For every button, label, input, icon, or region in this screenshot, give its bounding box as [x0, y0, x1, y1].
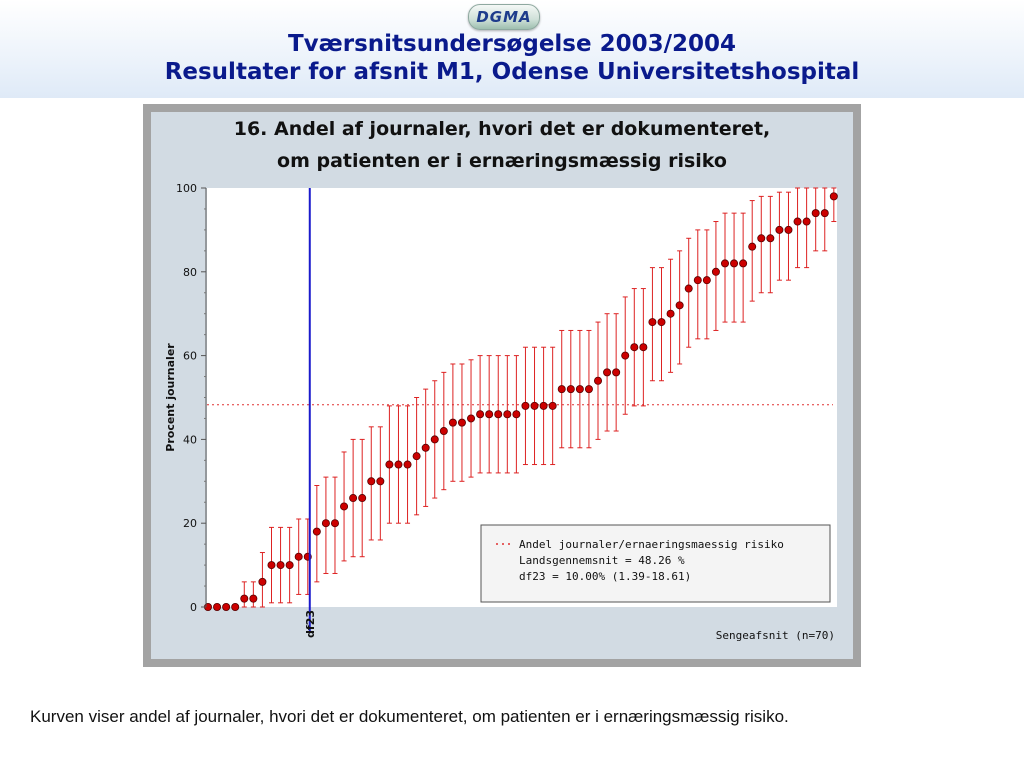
data-point: [358, 494, 367, 503]
data-point: [476, 410, 485, 419]
slide-header: DGMA Tværsnitsundersøgelse 2003/2004 Res…: [0, 0, 1024, 98]
y-tick-label: 0: [190, 601, 197, 614]
data-point: [385, 460, 394, 469]
data-point: [276, 561, 285, 570]
data-point: [784, 225, 793, 234]
data-point: [766, 234, 775, 243]
y-tick-label: 60: [183, 350, 197, 363]
slide-title-line2: Resultater for afsnit M1, Odense Univers…: [164, 59, 860, 85]
data-point: [748, 242, 757, 251]
logo-text: DGMA: [476, 8, 532, 26]
data-point: [376, 477, 385, 486]
data-point: [739, 259, 748, 268]
data-point: [530, 401, 539, 410]
x-axis-label: Sengeafsnit (n=70): [716, 629, 835, 642]
data-point: [321, 519, 330, 528]
data-point: [412, 452, 421, 461]
data-point: [367, 477, 376, 486]
data-point: [584, 385, 593, 394]
data-point: [521, 401, 530, 410]
data-point: [231, 602, 240, 611]
y-tick-label: 100: [176, 182, 197, 195]
y-tick-label: 40: [183, 433, 197, 446]
legend-line1: Andel journaler/ernaeringsmaessig risiko: [519, 538, 784, 551]
data-point: [829, 192, 838, 201]
y-axis-label: Procent journaler: [164, 343, 177, 452]
data-point: [594, 376, 603, 385]
data-point: [485, 410, 494, 419]
chart-title-line1: 16. Andel af journaler, hvori det er dok…: [233, 118, 771, 140]
data-point: [267, 561, 276, 570]
data-point: [657, 318, 666, 327]
y-tick-label: 80: [183, 266, 197, 279]
data-point: [603, 368, 612, 377]
data-point: [330, 519, 339, 528]
dgma-logo: DGMA: [468, 4, 540, 30]
data-point: [630, 343, 639, 352]
data-point: [222, 602, 231, 611]
data-point: [494, 410, 503, 419]
data-point: [430, 435, 439, 444]
legend-line3: df23 = 10.00% (1.39-18.61): [519, 570, 691, 583]
data-point: [240, 594, 249, 603]
data-point: [457, 418, 466, 427]
data-point: [675, 301, 684, 310]
highlight-label: df23: [304, 610, 317, 638]
data-point: [439, 427, 448, 436]
ranked-chart: 0 20 40 60 80 100 df23 Procent journaler Seng…: [164, 182, 838, 642]
y-tick-label: 20: [183, 517, 197, 530]
slide-caption: Kurven viser andel af journaler, hvori d…: [30, 707, 789, 726]
data-point: [312, 527, 321, 536]
data-point: [802, 217, 811, 226]
data-point: [820, 209, 829, 218]
data-point: [666, 309, 675, 318]
legend-box: [480, 524, 831, 603]
data-point: [575, 385, 584, 394]
data-point: [503, 410, 512, 419]
data-point: [720, 259, 729, 268]
data-point: [349, 494, 358, 503]
data-point: [730, 259, 739, 268]
data-point: [285, 561, 294, 570]
data-point: [403, 460, 412, 469]
data-point: [775, 225, 784, 234]
data-point: [394, 460, 403, 469]
chart-title-line2: om patienten er i ernæringsmæssig risiko: [277, 150, 727, 172]
data-point: [648, 318, 657, 327]
data-point: [548, 401, 557, 410]
data-point: [702, 276, 711, 285]
data-point: [621, 351, 630, 360]
data-point: [566, 385, 575, 394]
data-point: [421, 443, 430, 452]
data-point: [811, 209, 820, 218]
data-point: [340, 502, 349, 511]
legend-line2: Landsgennemsnit = 48.26 %: [519, 554, 685, 567]
data-point: [757, 234, 766, 243]
legend: Andel journaler/ernaeringsmaessig risiko…: [480, 524, 831, 603]
data-point: [258, 577, 267, 586]
data-point: [249, 594, 258, 603]
data-point: [684, 284, 693, 293]
data-point: [711, 267, 720, 276]
data-point: [294, 552, 303, 561]
slide-title-line1: Tværsnitsundersøgelse 2003/2004: [287, 31, 737, 57]
data-point: [793, 217, 802, 226]
data-point: [612, 368, 621, 377]
data-point: [693, 276, 702, 285]
data-point: [512, 410, 521, 419]
data-point: [467, 414, 476, 423]
data-point: [448, 418, 457, 427]
data-point: [557, 385, 566, 394]
data-point: [539, 401, 548, 410]
data-point: [213, 602, 222, 611]
data-point: [639, 343, 648, 352]
